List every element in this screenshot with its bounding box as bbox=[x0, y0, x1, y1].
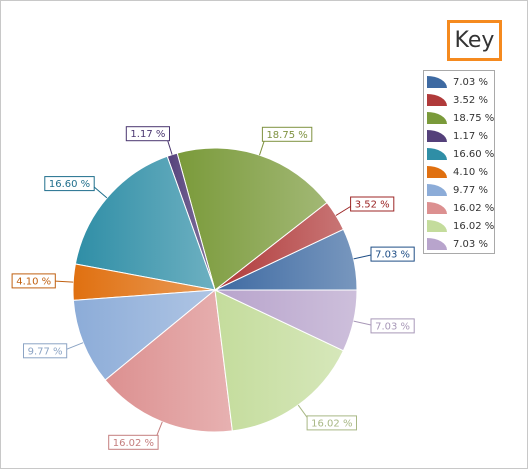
data-label-text: 16.02 % bbox=[311, 418, 352, 429]
data-label-text: 4.10 % bbox=[16, 276, 51, 287]
legend-entry: 1.17 % bbox=[427, 129, 488, 143]
pie-slice bbox=[74, 155, 216, 291]
pie-slice bbox=[214, 289, 345, 432]
data-label-text: 7.03 % bbox=[375, 321, 410, 332]
legend-label: 16.02 % bbox=[453, 202, 495, 214]
data-label-box bbox=[108, 434, 159, 450]
data-label-box bbox=[11, 273, 56, 289]
legend-label: 1.17 % bbox=[453, 130, 488, 142]
legend-swatch-icon bbox=[427, 112, 447, 124]
data-label-box bbox=[23, 343, 68, 359]
legend-entry: 3.52 % bbox=[427, 93, 488, 107]
data-label: 16.60 % bbox=[44, 176, 95, 192]
legend-entry: 7.03 % bbox=[427, 75, 488, 89]
legend-entry: 18.75 % bbox=[427, 111, 494, 125]
legend-entry: 16.60 % bbox=[427, 147, 494, 161]
legend-entry: 16.02 % bbox=[427, 201, 494, 215]
data-label-text: 9.77 % bbox=[28, 346, 63, 357]
legend-swatch-icon bbox=[427, 76, 447, 88]
data-label: 4.10 % bbox=[11, 273, 56, 289]
legend-swatch-icon bbox=[427, 94, 447, 106]
data-labels: 7.03 % 3.52 % 18.75 % 1.17 % 16.60 % 4.10 % 9.… bbox=[11, 126, 415, 450]
data-label: 1.17 % bbox=[125, 126, 171, 142]
legend-swatch-icon bbox=[427, 202, 447, 214]
legend-label: 16.02 % bbox=[453, 220, 495, 232]
data-label-box bbox=[370, 318, 415, 334]
data-label-box bbox=[125, 126, 171, 142]
legend-swatch-icon bbox=[427, 148, 447, 160]
data-label-box bbox=[261, 126, 313, 142]
pie-slice bbox=[72, 289, 217, 381]
legend-entry: 16.02 % bbox=[427, 219, 494, 233]
legend-label: 9.77 % bbox=[453, 184, 488, 196]
pie-slices bbox=[72, 147, 358, 433]
data-label-text: 3.52 % bbox=[355, 200, 390, 211]
data-label-box bbox=[306, 415, 358, 431]
data-label-text: 1.17 % bbox=[130, 129, 165, 140]
legend-swatch-icon bbox=[427, 130, 447, 142]
legend-swatch-icon bbox=[427, 238, 447, 250]
legend-swatch-icon bbox=[427, 184, 447, 196]
legend-title: Key bbox=[454, 28, 495, 53]
legend-label: 4.10 % bbox=[453, 166, 488, 178]
legend-swatch-icon bbox=[427, 166, 447, 178]
legend-swatch-icon bbox=[427, 220, 447, 232]
data-label-box bbox=[350, 196, 395, 212]
legend-title-box: Key bbox=[447, 20, 502, 61]
pie-slice bbox=[176, 147, 328, 291]
data-label: 16.02 % bbox=[108, 434, 159, 450]
data-label: 16.02 % bbox=[306, 415, 358, 431]
data-label-box bbox=[44, 176, 95, 192]
legend-label: 7.03 % bbox=[453, 76, 488, 88]
data-label-text: 16.02 % bbox=[113, 438, 154, 449]
data-label-text: 16.60 % bbox=[49, 179, 90, 190]
legend-entry: 4.10 % bbox=[427, 165, 488, 179]
data-label: 3.52 % bbox=[350, 196, 395, 212]
pie-slice bbox=[214, 289, 358, 352]
data-label: 18.75 % bbox=[261, 126, 313, 142]
data-label-box bbox=[370, 246, 415, 262]
pie-slice bbox=[104, 289, 233, 433]
legend-entry: 7.03 % bbox=[427, 237, 488, 251]
data-label: 9.77 % bbox=[23, 343, 68, 359]
legend-label: 7.03 % bbox=[453, 238, 488, 250]
data-label-text: 7.03 % bbox=[375, 250, 410, 261]
legend-entry: 9.77 % bbox=[427, 183, 488, 197]
data-label: 7.03 % bbox=[370, 246, 415, 262]
legend: 7.03 % 3.52 % 18.75 % 1.17 % 16.60 % 4.10 % 9.… bbox=[423, 70, 495, 254]
data-label-text: 18.75 % bbox=[266, 130, 307, 141]
legend-label: 16.60 % bbox=[453, 148, 495, 160]
data-label: 7.03 % bbox=[370, 318, 415, 334]
legend-label: 18.75 % bbox=[453, 112, 495, 124]
legend-label: 3.52 % bbox=[453, 94, 488, 106]
